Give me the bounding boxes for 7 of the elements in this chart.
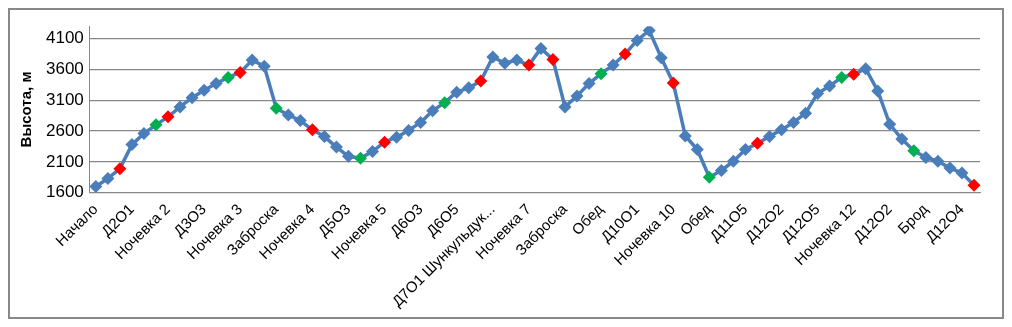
- y-tick-label: 3600: [45, 59, 84, 79]
- y-tick-label: 4100: [45, 28, 84, 48]
- y-tick-label: 2600: [45, 120, 84, 140]
- y-axis-title: Высота, м: [17, 71, 35, 148]
- y-tick-label: 1600: [45, 182, 84, 202]
- y-tick-label: 2100: [45, 151, 84, 171]
- y-tick-label: 3100: [45, 89, 84, 109]
